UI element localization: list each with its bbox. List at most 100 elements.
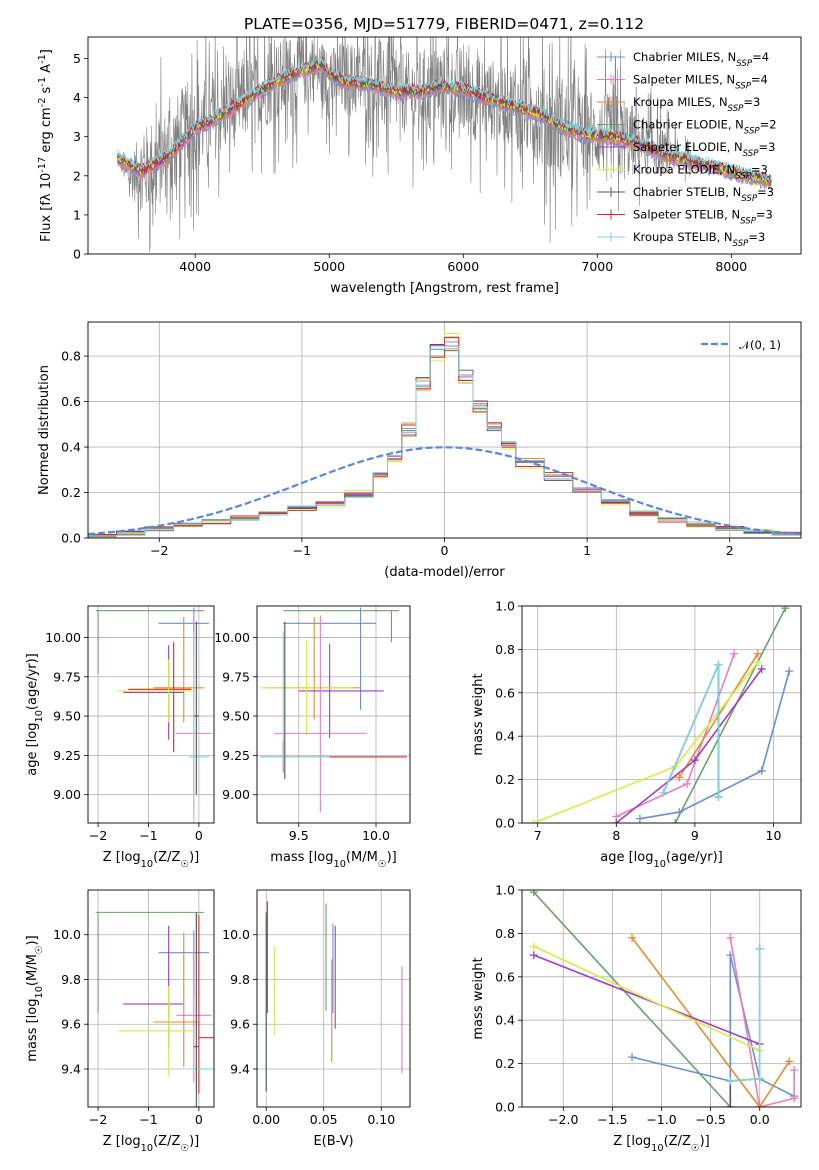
y-tick-label: 0.2 <box>495 1056 515 1071</box>
x-tick-label: −2.0 <box>548 1112 578 1127</box>
x-axis-label: (data-model)/error <box>384 565 505 580</box>
axes: −2 −1 0 9.00 9.25 9.50 9.75 10.00 Z [log10(Z/Z☉)… <box>25 605 215 870</box>
age-vs-mass-panel: 9.5 10.0 9.00 9.25 9.50 9.75 10.00 mass [log10(… <box>214 605 411 870</box>
y-tick-label: 9.6 <box>61 1017 81 1032</box>
weight-point-marker <box>755 1103 764 1107</box>
plot-area <box>529 606 794 823</box>
axes: 4000 5000 6000 7000 8000 0 1 2 3 4 5 wavelength [An… <box>37 36 802 296</box>
weight-point-marker <box>790 1066 799 1075</box>
mass-vs-metallicity-panel: −2 −1 0 9.4 9.6 9.8 10.0 Z [log10(Z/Z☉)] mass [l… <box>25 889 215 1154</box>
x-tick-label: 8000 <box>715 259 747 274</box>
y-tick-label: 9.50 <box>222 709 250 724</box>
x-tick-label: −1.0 <box>646 1112 676 1127</box>
y-tick-label: 0.4 <box>61 440 81 455</box>
weight-point-marker <box>790 1094 799 1103</box>
gaussian-reference-curve <box>88 446 801 536</box>
y-tick-label: 10.00 <box>45 630 81 645</box>
y-axis-label: Normed distribution <box>37 365 52 495</box>
plot-area <box>265 901 403 1092</box>
legend-label: 𝒩(0, 1) <box>739 338 781 352</box>
y-tick-label: 9.8 <box>61 972 81 987</box>
y-tick-label: 9.25 <box>53 748 81 763</box>
weight-point-marker <box>675 773 684 782</box>
weight-line <box>615 653 735 818</box>
x-axis-label: Z [log10(Z/Z☉)] <box>103 850 200 870</box>
figure-title: PLATE=0356, MJD=51779, FIBERID=0471, z=0… <box>244 15 644 33</box>
model-spectrum-line <box>117 56 772 181</box>
y-tick-label: 1 <box>73 207 81 222</box>
grid-lines <box>522 605 801 824</box>
y-tick-label: 0.0 <box>495 1100 515 1115</box>
y-tick-label: 4 <box>73 90 81 105</box>
x-axis-label: Z [log10(Z/Z☉)] <box>613 1134 710 1154</box>
weight-point-marker <box>726 1103 735 1107</box>
y-tick-label: 10.00 <box>214 630 250 645</box>
plot-area <box>88 333 801 538</box>
weight-line <box>533 954 760 1045</box>
weight-line <box>533 891 731 1107</box>
plot-area <box>95 607 212 823</box>
y-axis-label: mass weight <box>471 957 486 1039</box>
legend-label: Salpeter MILES, NSSP=4 <box>633 73 768 92</box>
axes: 7 8 9 10 0.0 0.2 0.4 0.6 0.8 1.0 age [log10(age/yr… <box>471 599 802 870</box>
legend-label: Kroupa MILES, NSSP=3 <box>633 95 760 114</box>
weight-point-marker <box>529 942 538 951</box>
plot-area <box>95 911 214 1107</box>
axes-frame <box>521 605 802 824</box>
y-axis-label: mass weight <box>471 673 486 755</box>
x-tick-label: −2 <box>150 543 168 558</box>
y-tick-label: 0.2 <box>495 772 515 787</box>
x-tick-label: 7000 <box>581 259 613 274</box>
plot-area <box>117 37 772 252</box>
x-tick-label: −1 <box>139 828 157 843</box>
y-tick-label: 9.00 <box>222 787 250 802</box>
x-axis-label: mass [log10(M/M☉)] <box>270 850 396 870</box>
y-tick-label: 0.4 <box>495 729 515 744</box>
weight-line <box>674 607 787 823</box>
x-tick-label: 0 <box>195 828 203 843</box>
weight-point-marker <box>714 792 723 801</box>
y-tick-label: 0.4 <box>495 1013 515 1028</box>
x-tick-label: 8 <box>612 828 620 843</box>
axes: −2.0 −1.5 −1.0 −0.5 0.0 0.0 0.2 0.4 0.6 0.8 1.0 Z [… <box>471 883 802 1154</box>
weight-point-marker <box>755 944 764 953</box>
legend-label: Salpeter ELODIE, NSSP=3 <box>633 140 775 159</box>
y-tick-label: 3 <box>73 129 81 144</box>
x-tick-label: −0.5 <box>695 1112 725 1127</box>
observed-spectrum-line <box>117 37 772 252</box>
y-tick-label: 9.6 <box>230 1017 250 1032</box>
weight-point-marker <box>529 890 538 897</box>
weight-point-marker <box>714 660 723 669</box>
weight-point-marker <box>529 819 538 823</box>
x-tick-label: −1 <box>293 543 311 558</box>
x-tick-label: 0 <box>441 543 449 558</box>
x-axis-label: E(B-V) <box>313 1134 353 1149</box>
weight-point-marker <box>755 1074 764 1083</box>
y-tick-label: 5 <box>73 51 81 66</box>
y-tick-label: 9.25 <box>222 748 250 763</box>
y-tick-label: 0 <box>73 247 81 262</box>
x-tick-label: 0.00 <box>252 1112 280 1127</box>
y-axis-label: age [log10(age/yr)] <box>25 653 45 776</box>
legend-label: Kroupa STELIB, NSSP=3 <box>633 230 765 249</box>
x-tick-label: 0.10 <box>367 1112 395 1127</box>
weight-point-marker <box>690 756 699 765</box>
x-tick-label: 2 <box>726 543 734 558</box>
x-tick-label: 6000 <box>447 259 479 274</box>
grid-lines <box>88 890 214 1107</box>
plot-area <box>260 607 407 812</box>
x-tick-label: 0 <box>195 1112 203 1127</box>
grid-lines <box>88 606 214 823</box>
y-tick-label: 0.8 <box>495 926 515 941</box>
y-axis-label: Flux [fλ 10-17 erg cm-2 s-1 A-1] <box>37 49 55 242</box>
weight-point-marker <box>785 667 794 676</box>
weight-line <box>631 937 790 1107</box>
x-tick-label: 1 <box>583 543 591 558</box>
plot-area <box>529 890 799 1107</box>
weight-point-marker <box>753 649 762 658</box>
axes-frame <box>256 889 411 1108</box>
weight-line <box>615 668 763 823</box>
x-tick-label: −1.5 <box>597 1112 627 1127</box>
weight-vs-metallicity-panel: −2.0 −1.5 −1.0 −0.5 0.0 0.0 0.2 0.4 0.6 0.8 1.0 Z [… <box>471 883 802 1154</box>
x-tick-label: 5000 <box>313 259 345 274</box>
